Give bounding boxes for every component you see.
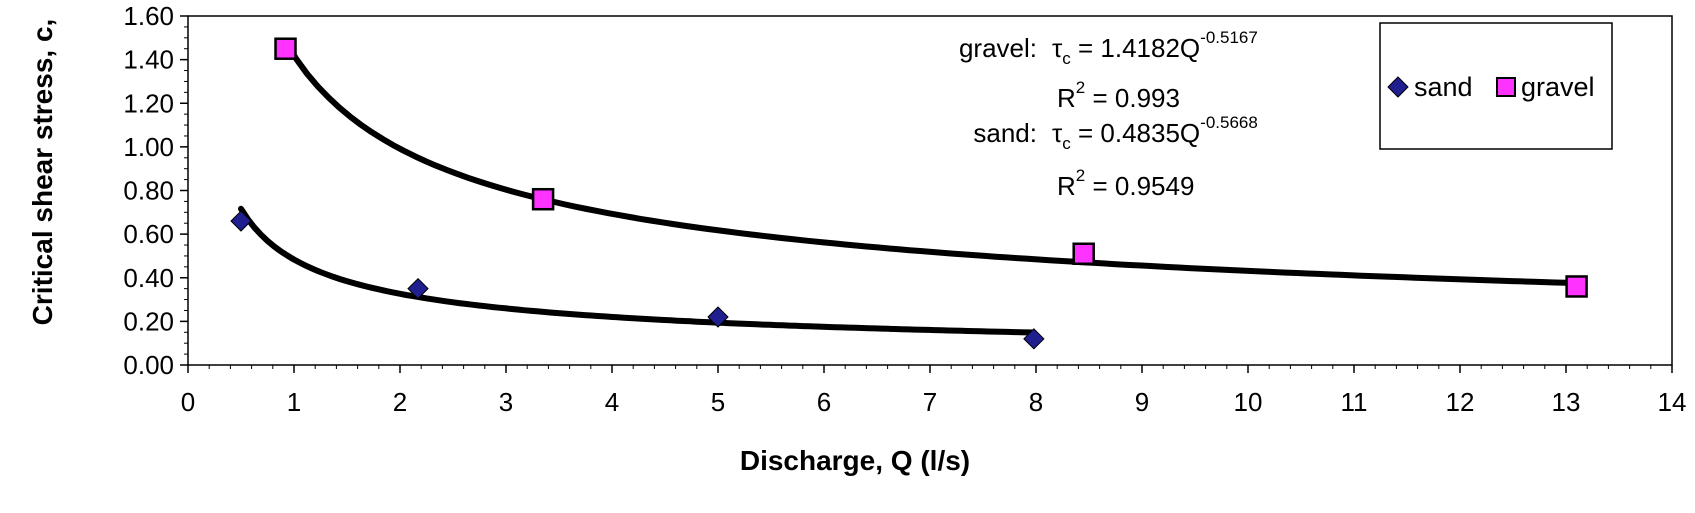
gravel-eq-rest: = 1.4182Q: [1071, 33, 1200, 63]
x-tick-label: 10: [1234, 387, 1263, 417]
sand-r2-r: R: [1057, 171, 1076, 201]
y-tick-label: 1.60: [123, 1, 174, 31]
gravel-equation: gravel: τc = 1.4182Q-0.5167: [959, 28, 1258, 68]
gravel-point: [1072, 242, 1095, 266]
x-tick-label: 7: [923, 387, 937, 417]
y-axis-title: Critical shear stress, c,: [27, 19, 58, 326]
x-tick-label: 2: [393, 387, 407, 417]
gravel-point: [274, 37, 297, 60]
sand-eq-rest: = 0.4835Q: [1071, 118, 1200, 148]
sand-r2-rest: = 0.9549: [1085, 171, 1194, 201]
x-tick-label: 9: [1135, 387, 1149, 417]
svg-text:R2 = 0.9549: R2 = 0.9549: [1057, 166, 1194, 201]
x-tick-label: 4: [605, 387, 619, 417]
y-tick-label: 1.40: [123, 45, 174, 75]
svg-text:τc = 1.4182Q-0.5167: τc = 1.4182Q-0.5167: [1052, 28, 1258, 68]
x-tick-label: 8: [1029, 387, 1043, 417]
x-tick-label: 6: [817, 387, 831, 417]
x-tick-label: 1: [287, 387, 301, 417]
legend-sand-marker: [1387, 76, 1409, 98]
y-tick-label: 0.40: [123, 263, 174, 293]
sand-eq-tau: τ: [1052, 118, 1063, 148]
sand-point: [707, 306, 729, 328]
axes: 0.000.200.400.600.801.001.201.401.600 1 2 3…: [123, 1, 1686, 417]
sand-trendline: [238, 205, 1037, 336]
gravel-eq-sub: c: [1062, 49, 1071, 68]
x-axis-title: Discharge, Q (l/s): [740, 445, 970, 476]
x-tick-label: 14: [1658, 387, 1687, 417]
x-tick-label: 5: [711, 387, 725, 417]
legend-gravel-label: gravel: [1521, 72, 1595, 102]
y-tick-label: 0.20: [123, 306, 174, 336]
x-tick-label: 3: [499, 387, 513, 417]
sand-r2-exp: 2: [1076, 166, 1085, 185]
x-tick-label: 0: [181, 387, 195, 417]
x-tick-label: 12: [1446, 387, 1475, 417]
gravel-eq-tau: τ: [1052, 33, 1063, 63]
y-tick-label: 0.80: [123, 176, 174, 206]
sand-equation: sand: τc = 0.4835Q-0.5668: [973, 113, 1257, 153]
gravel-r2-rest: = 0.993: [1085, 83, 1180, 113]
trendlines: [238, 39, 1580, 336]
legend-gravel-marker: [1496, 77, 1516, 97]
gravel-r2-exp: 2: [1076, 78, 1085, 97]
svg-text:τc = 0.4835Q-0.5668: τc = 0.4835Q-0.5668: [1052, 113, 1258, 153]
sand-r2: R2 = 0.9549: [1057, 166, 1194, 201]
gravel-point: [531, 187, 555, 211]
gravel-eq-exp: -0.5167: [1200, 28, 1258, 47]
svg-text:R2 = 0.993: R2 = 0.993: [1057, 78, 1180, 113]
gravel-point: [1565, 275, 1588, 298]
sand-point: [230, 210, 252, 232]
y-tick-label: 1.20: [123, 88, 174, 118]
legend: sand gravel: [1379, 22, 1613, 150]
gravel-r2: R2 = 0.993: [1057, 78, 1180, 113]
sand-point: [407, 277, 429, 300]
svg-text:sand:: sand:: [973, 118, 1037, 148]
data-markers: [230, 37, 1588, 350]
sand-eq-exp: -0.5668: [1200, 113, 1258, 132]
y-tick-label: 1.00: [123, 132, 174, 162]
x-tick-label: 13: [1552, 387, 1581, 417]
y-tick-label: 0.60: [123, 219, 174, 249]
sand-eq-sub: c: [1062, 134, 1071, 153]
gravel-r2-r: R: [1057, 83, 1076, 113]
y-tick-label: 0.00: [123, 350, 174, 380]
x-tick-label: 11: [1341, 387, 1368, 417]
sand-point: [1023, 328, 1045, 350]
legend-sand-label: sand: [1414, 72, 1473, 102]
gravel-trendline: [282, 39, 1580, 287]
svg-text:gravel:: gravel:: [959, 33, 1037, 63]
